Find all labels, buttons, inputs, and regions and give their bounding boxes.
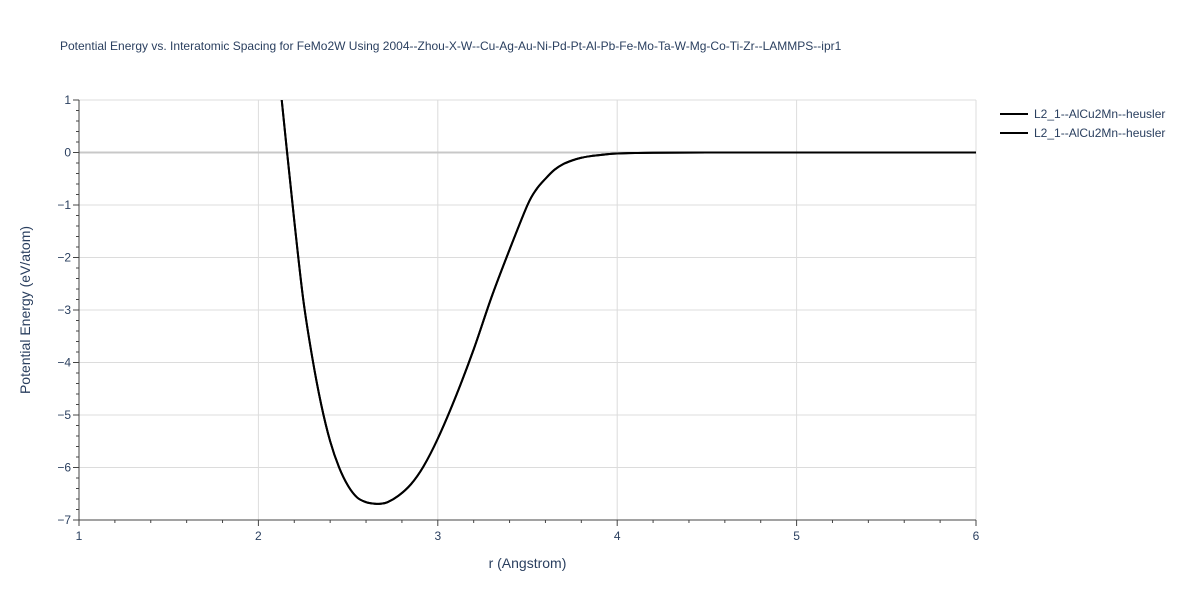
x-tick-label: 5 <box>793 529 800 543</box>
x-tick-label: 1 <box>76 529 83 543</box>
y-tick-label: −6 <box>57 461 71 475</box>
x-tick-label: 3 <box>434 529 441 543</box>
y-tick-label: −1 <box>57 198 71 212</box>
y-tick-label: −4 <box>57 356 71 370</box>
x-axis-label: r (Angstrom) <box>489 555 567 571</box>
x-tick-label: 2 <box>255 529 262 543</box>
grid-lines <box>79 99 977 520</box>
series-line-2 <box>280 100 976 505</box>
y-tick-label: 1 <box>64 93 71 107</box>
y-tick-label: 0 <box>64 146 71 160</box>
y-axis-label: Potential Energy (eV/atom) <box>17 226 33 394</box>
legend[interactable]: L2_1--AlCu2Mn--heusler L2_1--AlCu2Mn--heu… <box>1000 107 1165 140</box>
legend-item-2[interactable]: L2_1--AlCu2Mn--heusler <box>1000 126 1165 140</box>
legend-label: L2_1--AlCu2Mn--heusler <box>1034 107 1165 121</box>
y-tick-label: −7 <box>57 513 71 527</box>
x-tick-label: 4 <box>614 529 621 543</box>
axes: 1 2 3 4 5 6 1 0 −1 −2 −3 −4 −5 −6 −7 <box>57 93 979 543</box>
chart-title: Potential Energy vs. Interatomic Spacing… <box>60 39 842 53</box>
y-tick-label: −2 <box>57 251 71 265</box>
y-tick-label: −3 <box>57 303 71 317</box>
x-tick-label: 6 <box>973 529 980 543</box>
legend-label: L2_1--AlCu2Mn--heusler <box>1034 126 1165 140</box>
y-tick-label: −5 <box>57 408 71 422</box>
series-layer <box>280 100 976 505</box>
series-line-1 <box>280 100 976 505</box>
legend-item-1[interactable]: L2_1--AlCu2Mn--heusler <box>1000 107 1165 121</box>
